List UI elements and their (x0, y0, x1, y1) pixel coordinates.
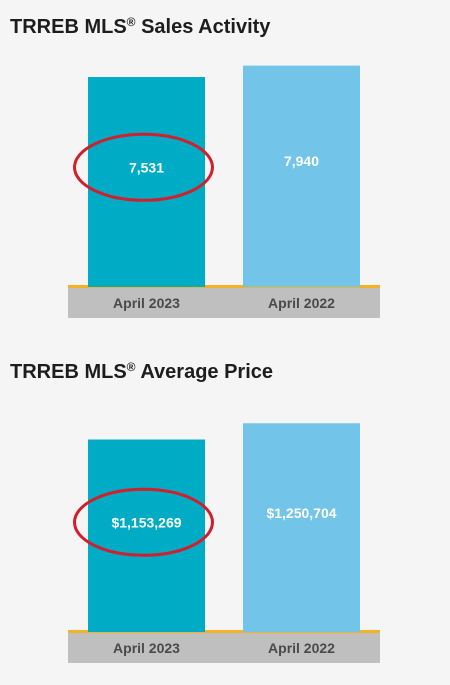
average-price-panel: TRREB MLS® Average Price $1,153,269 April… (0, 345, 450, 685)
bar-value-label: $1,250,704 (266, 505, 336, 521)
bar-april-2022 (243, 423, 360, 632)
category-label: April 2022 (268, 295, 335, 311)
category-label: April 2023 (113, 295, 180, 311)
bar-april-2023 (88, 77, 205, 287)
sales-activity-title: TRREB MLS® Sales Activity (10, 15, 271, 38)
baseline-strip (68, 630, 380, 633)
bar-april-2022 (243, 65, 360, 287)
bar-value-label: 7,940 (284, 153, 319, 169)
sales-activity-chart: 7,531 April 2023 7,940 April 2022 (68, 65, 380, 318)
bar-value-label: 7,531 (129, 159, 164, 175)
average-price-chart: $1,153,269 April 2023 $1,250,704 April 2022 (68, 423, 380, 663)
category-band (68, 288, 380, 318)
highlight-circle (73, 487, 214, 557)
category-band (68, 633, 380, 663)
average-price-title: TRREB MLS® Average Price (10, 360, 274, 383)
highlight-circle (73, 132, 214, 202)
category-label: April 2023 (113, 640, 180, 656)
sales-activity-panel: TRREB MLS® Sales Activity 7,531 April 202… (0, 0, 450, 340)
bar-april-2023 (88, 439, 205, 632)
category-label: April 2022 (268, 640, 335, 656)
baseline-strip (68, 285, 380, 288)
bar-value-label: $1,153,269 (111, 514, 181, 530)
